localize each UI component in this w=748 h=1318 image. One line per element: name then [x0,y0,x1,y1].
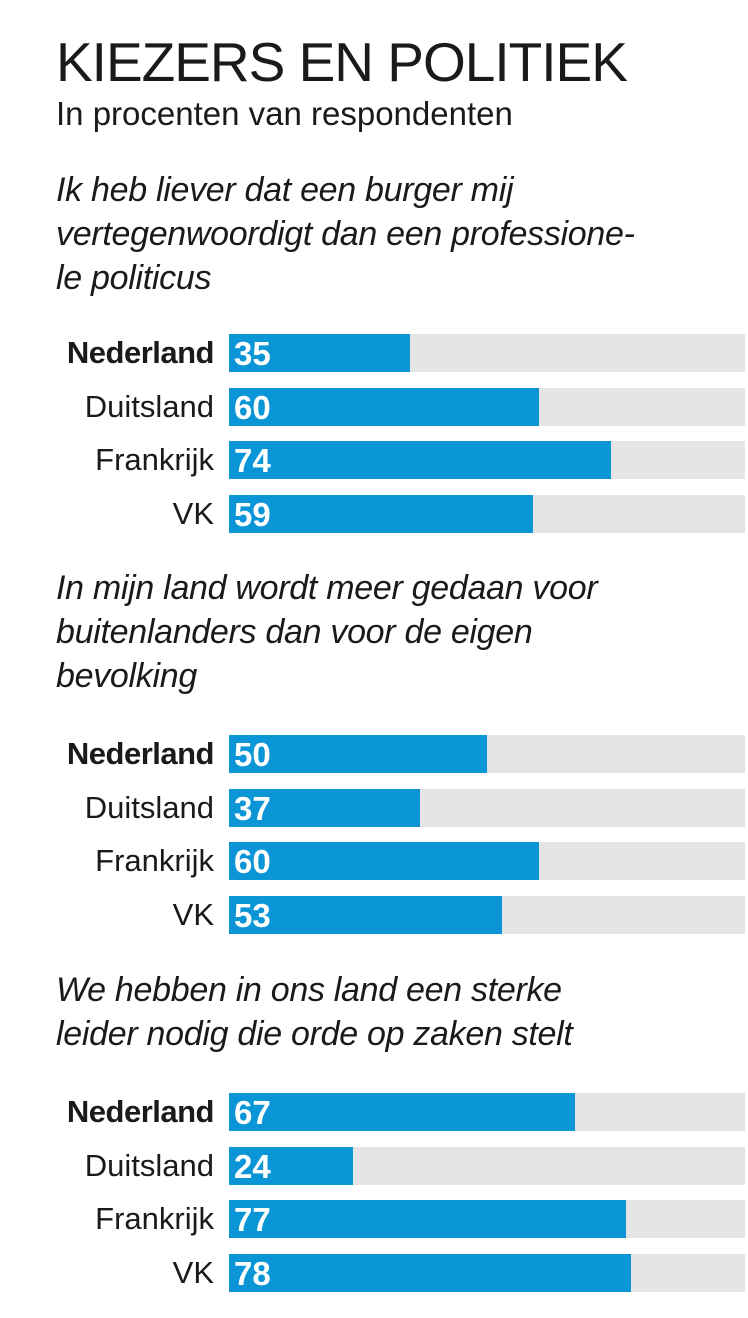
value-label-frankrijk: 74 [234,442,271,479]
category-label-duitsland: Duitsland [84,389,214,424]
bar-frankrijk [229,441,611,479]
category-label-duitsland: Duitsland [84,790,214,825]
bar-nederland [229,735,487,773]
question-3: We hebben in ons land een sterke leider … [56,968,742,1056]
value-label-vk: 59 [234,496,271,533]
bar-vk [229,495,533,533]
question-line: We hebben in ons land een sterke [56,971,562,1009]
category-label-vk: VK [172,496,214,531]
value-label-nederland: 35 [234,335,271,372]
category-label-frankrijk: Frankrijk [95,843,214,878]
category-label-vk: VK [172,897,214,932]
question-2: In mijn land wordt meer gedaan voor buit… [56,566,742,698]
value-label-duitsland: 37 [234,790,271,827]
question-line: le politicus [56,259,212,297]
bar-duitsland [229,1147,353,1185]
value-label-vk: 78 [234,1255,271,1292]
category-label-vk: VK [172,1255,214,1290]
value-label-duitsland: 60 [234,389,271,426]
category-label-frankrijk: Frankrijk [95,442,214,477]
value-label-vk: 53 [234,897,271,934]
question-line: leider nodig die orde op zaken stelt [56,1015,573,1053]
value-label-frankrijk: 77 [234,1201,271,1238]
value-label-frankrijk: 60 [234,843,271,880]
question-1: Ik heb liever dat een burger mij vertege… [56,168,742,300]
category-label-nederland: Nederland [66,1094,215,1129]
category-label-duitsland: Duitsland [84,1148,214,1183]
bar-duitsland [229,789,420,827]
value-label-nederland: 50 [234,736,271,773]
chart-title: KIEZERS EN POLITIEK [56,31,628,93]
value-label-nederland: 67 [234,1094,271,1131]
bar-vk [229,1254,631,1292]
category-label-frankrijk: Frankrijk [95,1201,214,1236]
question-line: In mijn land wordt meer gedaan voor [56,569,598,607]
category-label-nederland: Nederland [66,335,215,370]
value-label-duitsland: 24 [234,1148,271,1185]
bar-duitsland [229,388,539,426]
chart-subtitle: In procenten van respondenten [56,95,513,132]
bar-vk [229,896,502,934]
bar-nederland [229,334,410,372]
bar-frankrijk [229,842,539,880]
question-line: Ik heb liever dat een burger mij [56,171,514,209]
bar-frankrijk [229,1200,626,1238]
question-line: vertegenwoordigt dan een professione- [56,215,635,253]
question-line: bevolking [56,657,197,695]
question-line: buitenlanders dan voor de eigen [56,613,533,651]
category-label-nederland: Nederland [66,736,215,771]
bar-nederland [229,1093,575,1131]
